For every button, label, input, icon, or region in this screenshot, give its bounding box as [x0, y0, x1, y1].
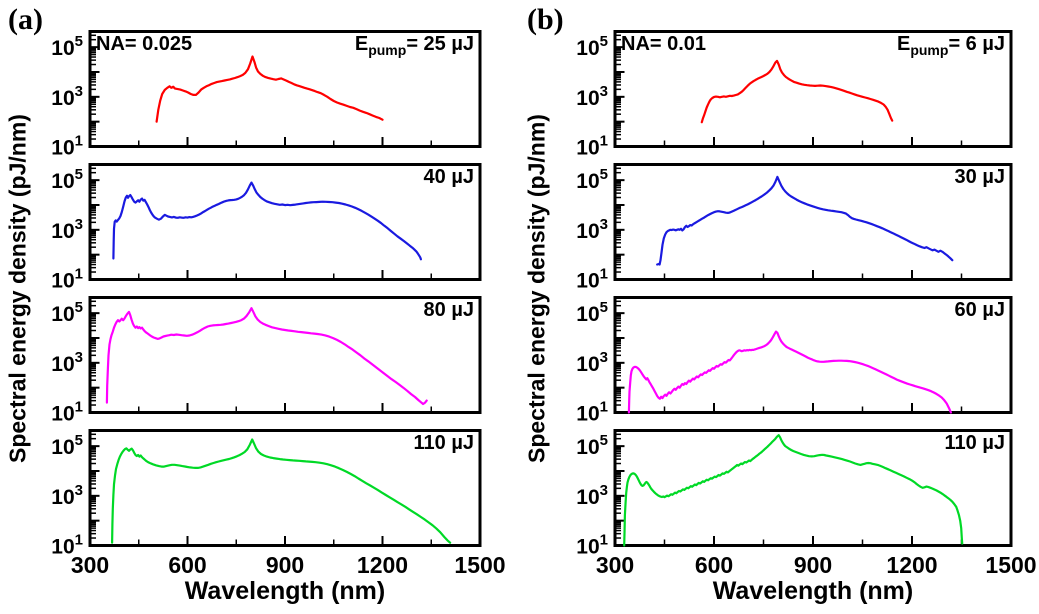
subplot-a4: 101 103 105 300 600 900 1200 1500 110 µJ: [0, 429, 519, 578]
y-tick-label: 103: [51, 216, 83, 243]
x-tick-label: 600: [168, 552, 206, 578]
plot-frame: [613, 429, 1013, 547]
na-annotation-b: NA= 0.01: [621, 33, 707, 55]
y-tick-label: 105: [576, 432, 608, 459]
y-tick-label: 103: [51, 83, 83, 110]
subplot-a1: 101 103 105 NA= 0.025 Epump= 25 µJ: [0, 30, 519, 160]
x-tick-label: 1200: [886, 552, 937, 578]
subplot-a3-plot: 101 103 105: [51, 296, 482, 426]
subplot-b1: 101 103 105 NA= 0.01 Epump= 6 µJ: [519, 30, 1039, 160]
y-tick-label: 101: [576, 266, 608, 293]
plot-frame: [88, 429, 482, 547]
y-tick-label: 101: [51, 133, 83, 160]
y-tick-label: 105: [576, 33, 608, 60]
plot-frame: [88, 30, 482, 148]
x-tick-label: 300: [596, 552, 634, 578]
subplot-b2-plot: 101 103 105: [576, 163, 1013, 293]
epump-subscript-a: pump: [368, 42, 407, 58]
spectrum-curve-60-uJ: [627, 330, 952, 414]
spectrum-curve-30-uJ: [656, 175, 954, 266]
x-tick-label: 300: [71, 552, 109, 578]
x-tick-label: 1500: [985, 552, 1036, 578]
subplot-b2: 101 103 105 30 µJ: [519, 163, 1039, 293]
x-axis-title-a: Wavelength (nm): [184, 577, 386, 605]
subplot-b4-plot: 101 103 105 300 600 900 1200 1500: [576, 429, 1037, 578]
spectrum-curve-40-uJ: [112, 181, 422, 261]
plot-frame: [613, 163, 1013, 281]
panel-b: (b) Spectral energy density (pJ/nm) 101 1…: [519, 0, 1039, 614]
y-tick-label: 105: [51, 432, 83, 459]
epump-value-a: = 25 µJ: [406, 33, 474, 55]
y-tick-label: 105: [576, 299, 608, 326]
y-tick-label: 103: [51, 349, 83, 376]
pump-energy-label-b3: 60 µJ: [954, 299, 1005, 321]
epump-value-b: = 6 µJ: [948, 33, 1005, 55]
subplot-a2-plot: 101 103 105: [51, 163, 482, 293]
x-tick-label: 1500: [454, 552, 505, 578]
epump-prefix-b: E: [896, 33, 911, 55]
spectrum-curve-110-uJ: [623, 434, 964, 547]
x-tick-label: 1200: [357, 552, 408, 578]
epump-annotation-b: Epump= 6 µJ: [897, 33, 1005, 58]
y-tick-label: 105: [576, 166, 608, 193]
spectrum-curve-25-uJ: [155, 55, 384, 123]
subplot-a2: 101 103 105 40 µJ: [0, 163, 519, 293]
y-tick-label: 105: [51, 33, 83, 60]
epump-prefix-a: E: [354, 33, 369, 55]
spectrum-curve-80-uJ: [105, 307, 428, 406]
y-tick-label: 101: [51, 399, 83, 426]
epump-annotation-a: Epump= 25 µJ: [355, 33, 474, 58]
subplot-a3: 101 103 105 80 µJ: [0, 296, 519, 426]
pump-energy-label-b2: 30 µJ: [954, 166, 1005, 188]
subplot-b3: 101 103 105 60 µJ: [519, 296, 1039, 426]
plot-frame: [613, 296, 1013, 414]
subplot-b3-plot: 101 103 105: [576, 296, 1013, 426]
x-tick-label: 900: [266, 552, 304, 578]
panel-a: (a) Spectral energy density (pJ/nm) 101 1…: [0, 0, 519, 614]
plot-frame: [88, 296, 482, 414]
y-tick-label: 105: [51, 166, 83, 193]
y-tick-label: 101: [51, 266, 83, 293]
plot-frame: [88, 163, 482, 281]
spectrum-curve-6-uJ: [700, 59, 894, 124]
plot-frame: [613, 30, 1013, 148]
y-tick-label: 103: [576, 482, 608, 509]
panel-b-label: (b): [527, 3, 564, 36]
pump-energy-label-b4: 110 µJ: [944, 432, 1005, 454]
y-tick-label: 105: [51, 299, 83, 326]
y-tick-label: 101: [576, 133, 608, 160]
pump-energy-label-a4: 110 µJ: [413, 432, 474, 454]
pump-energy-label-a3: 80 µJ: [423, 299, 474, 321]
x-tick-label: 900: [794, 552, 832, 578]
subplot-a1-plot: 101 103 105: [51, 30, 482, 160]
y-tick-label: 103: [51, 482, 83, 509]
y-tick-label: 101: [576, 399, 608, 426]
na-annotation-a: NA= 0.025: [96, 33, 193, 55]
panel-a-label: (a): [8, 3, 43, 36]
x-axis-title-b: Wavelength (nm): [712, 577, 914, 605]
subplot-b4: 101 103 105 300 600 900 1200 1500 110 µJ: [519, 429, 1039, 578]
y-tick-label: 101: [576, 532, 608, 559]
y-tick-label: 103: [576, 349, 608, 376]
x-tick-label: 600: [695, 552, 733, 578]
epump-subscript-b: pump: [910, 42, 949, 58]
spectrum-curve-110-uJ: [111, 438, 452, 544]
pump-energy-label-a2: 40 µJ: [423, 166, 474, 188]
y-tick-label: 103: [576, 83, 608, 110]
y-tick-label: 103: [576, 216, 608, 243]
